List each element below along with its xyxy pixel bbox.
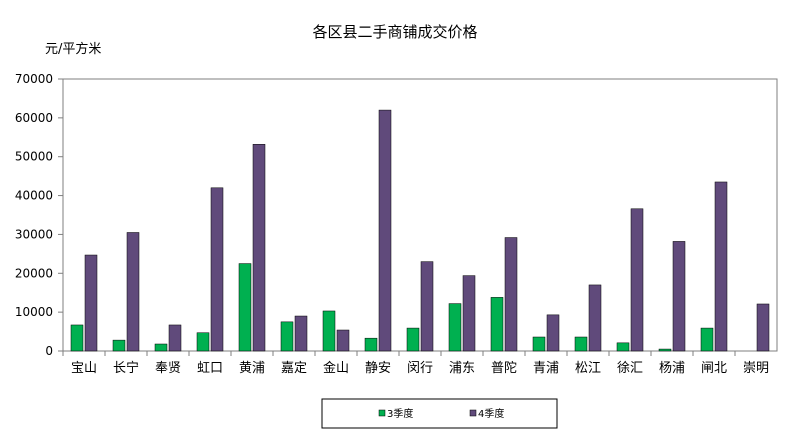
bar-q4-2 xyxy=(168,324,182,352)
bar-q4-1 xyxy=(126,232,140,352)
y-tick-label: 0 xyxy=(45,344,53,358)
x-tick-label: 杨浦 xyxy=(659,361,685,376)
bar-q3-15 xyxy=(700,327,714,352)
legend-box xyxy=(321,398,558,429)
bar-q4-7 xyxy=(378,109,392,352)
bar-q3-2 xyxy=(154,343,168,352)
x-tick-label: 金山 xyxy=(323,360,349,376)
bar-q3-9 xyxy=(448,303,462,352)
bar-q4-11 xyxy=(546,314,560,352)
legend-label-q4: 4季度 xyxy=(478,407,504,420)
bar-q3-5 xyxy=(280,321,294,352)
bar-q3-8 xyxy=(406,327,420,352)
x-tick-label: 青浦 xyxy=(533,361,559,376)
y-tick-label: 10000 xyxy=(15,305,53,319)
x-tick-label: 静安 xyxy=(365,361,391,376)
bar-q4-16 xyxy=(756,303,770,352)
x-tick-label: 长宁 xyxy=(113,360,139,376)
legend-swatch-q4 xyxy=(469,409,477,417)
y-tick-label: 60000 xyxy=(15,111,53,125)
bar-q4-10 xyxy=(504,237,518,352)
y-axis: 0 10000 20000 30000 40000 50000 60000 70000 xyxy=(15,72,63,358)
bar-q3-4 xyxy=(238,263,252,352)
plot-area xyxy=(62,78,778,352)
bar-q4-4 xyxy=(252,144,266,352)
x-tick-label: 闸北 xyxy=(701,361,727,376)
x-tick-label: 松江 xyxy=(575,361,601,376)
bar-q4-12 xyxy=(588,284,602,352)
legend: 3季度 4季度 xyxy=(378,407,504,420)
x-tick-label: 黄浦 xyxy=(239,361,265,376)
bar-q3-10 xyxy=(490,297,504,352)
bar-q4-3 xyxy=(210,187,224,352)
bar-q4-8 xyxy=(420,261,434,352)
bar-q3-11 xyxy=(532,336,546,352)
x-tick-label: 浦东 xyxy=(449,361,475,376)
bar-q3-7 xyxy=(364,337,378,352)
y-tick-label: 50000 xyxy=(15,150,53,164)
x-tick-label: 闵行 xyxy=(407,361,433,376)
bar-q4-14 xyxy=(672,241,686,352)
bar-q3-0 xyxy=(70,324,84,352)
bar-q4-0 xyxy=(84,254,98,352)
y-tick-label: 70000 xyxy=(15,72,53,86)
bar-q4-6 xyxy=(336,329,350,352)
x-axis: 宝山 长宁 奉贤 虹口 黄浦 嘉定 金山 静安 闵行 浦东 普陀 青浦 松江 徐汇 杨浦 闸北 崇明 xyxy=(62,351,769,376)
bar-q3-14 xyxy=(658,348,672,352)
bar-q3-1 xyxy=(112,339,126,352)
bar-q3-3 xyxy=(196,332,210,352)
x-tick-label: 崇明 xyxy=(743,361,769,376)
y-tick-label: 30000 xyxy=(15,227,53,241)
chart-title: 各区县二手商铺成交价格 xyxy=(312,23,477,41)
y-axis-label: 元/平方米 xyxy=(45,41,101,57)
x-tick-label: 徐汇 xyxy=(617,361,643,376)
bar-q4-5 xyxy=(294,315,308,352)
x-tick-label: 普陀 xyxy=(491,360,517,376)
x-tick-label: 嘉定 xyxy=(281,361,307,376)
legend-swatch-q3 xyxy=(378,409,386,417)
bar-series-group xyxy=(70,109,770,352)
x-tick-label: 宝山 xyxy=(71,361,97,376)
bar-q4-15 xyxy=(714,181,728,352)
x-tick-label: 虹口 xyxy=(197,361,223,376)
x-tick-label: 奉贤 xyxy=(155,361,181,376)
bar-q3-13 xyxy=(616,342,630,352)
bar-q3-6 xyxy=(322,310,336,352)
y-tick-label: 40000 xyxy=(15,189,53,203)
bar-q4-9 xyxy=(462,275,476,352)
legend-label-q3: 3季度 xyxy=(387,407,413,420)
bar-q4-13 xyxy=(630,208,644,352)
bar-q3-12 xyxy=(574,336,588,352)
y-tick-label: 20000 xyxy=(15,266,53,280)
